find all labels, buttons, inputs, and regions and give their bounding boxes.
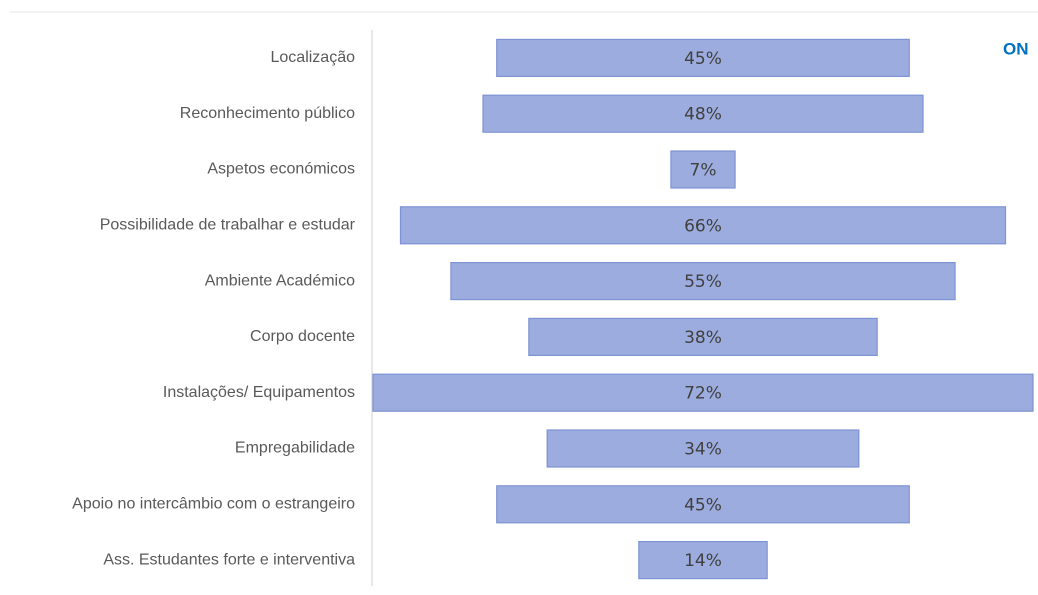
category-label: Apoio no intercâmbio com o estrangeiro <box>72 496 355 513</box>
bar <box>546 429 860 468</box>
category-label: Instalações/ Equipamentos <box>163 384 355 401</box>
value-label: 55% <box>684 272 722 292</box>
value-label: 45% <box>684 495 722 515</box>
bar <box>528 317 878 356</box>
value-label: 66% <box>684 216 722 236</box>
bar <box>372 373 1034 412</box>
value-label: 45% <box>684 49 722 69</box>
category-label: Aspetos económicos <box>207 161 355 178</box>
bar <box>638 540 768 580</box>
category-label: Corpo docente <box>250 328 355 345</box>
value-label: 48% <box>684 105 722 125</box>
bar <box>399 206 1007 245</box>
category-label: Localização <box>271 49 356 66</box>
value-label: 38% <box>684 328 722 348</box>
category-label: Ambiente Académico <box>205 272 355 289</box>
value-label: 7% <box>690 161 717 181</box>
bar <box>496 485 910 524</box>
category-label: Possibilidade de trabalhar e estudar <box>100 217 356 234</box>
category-label: Reconhecimento público <box>180 105 355 122</box>
category-label: Ass. Estudantes forte e interventiva <box>103 551 355 568</box>
bar <box>450 262 956 301</box>
bar <box>496 38 910 78</box>
value-label: 34% <box>684 440 722 460</box>
category-label: Empregabilidade <box>235 440 355 457</box>
value-label: 14% <box>684 551 722 571</box>
annotation: ON <box>1003 39 1029 58</box>
bar <box>482 94 924 133</box>
value-label: 72% <box>684 384 722 404</box>
bar <box>670 150 736 189</box>
